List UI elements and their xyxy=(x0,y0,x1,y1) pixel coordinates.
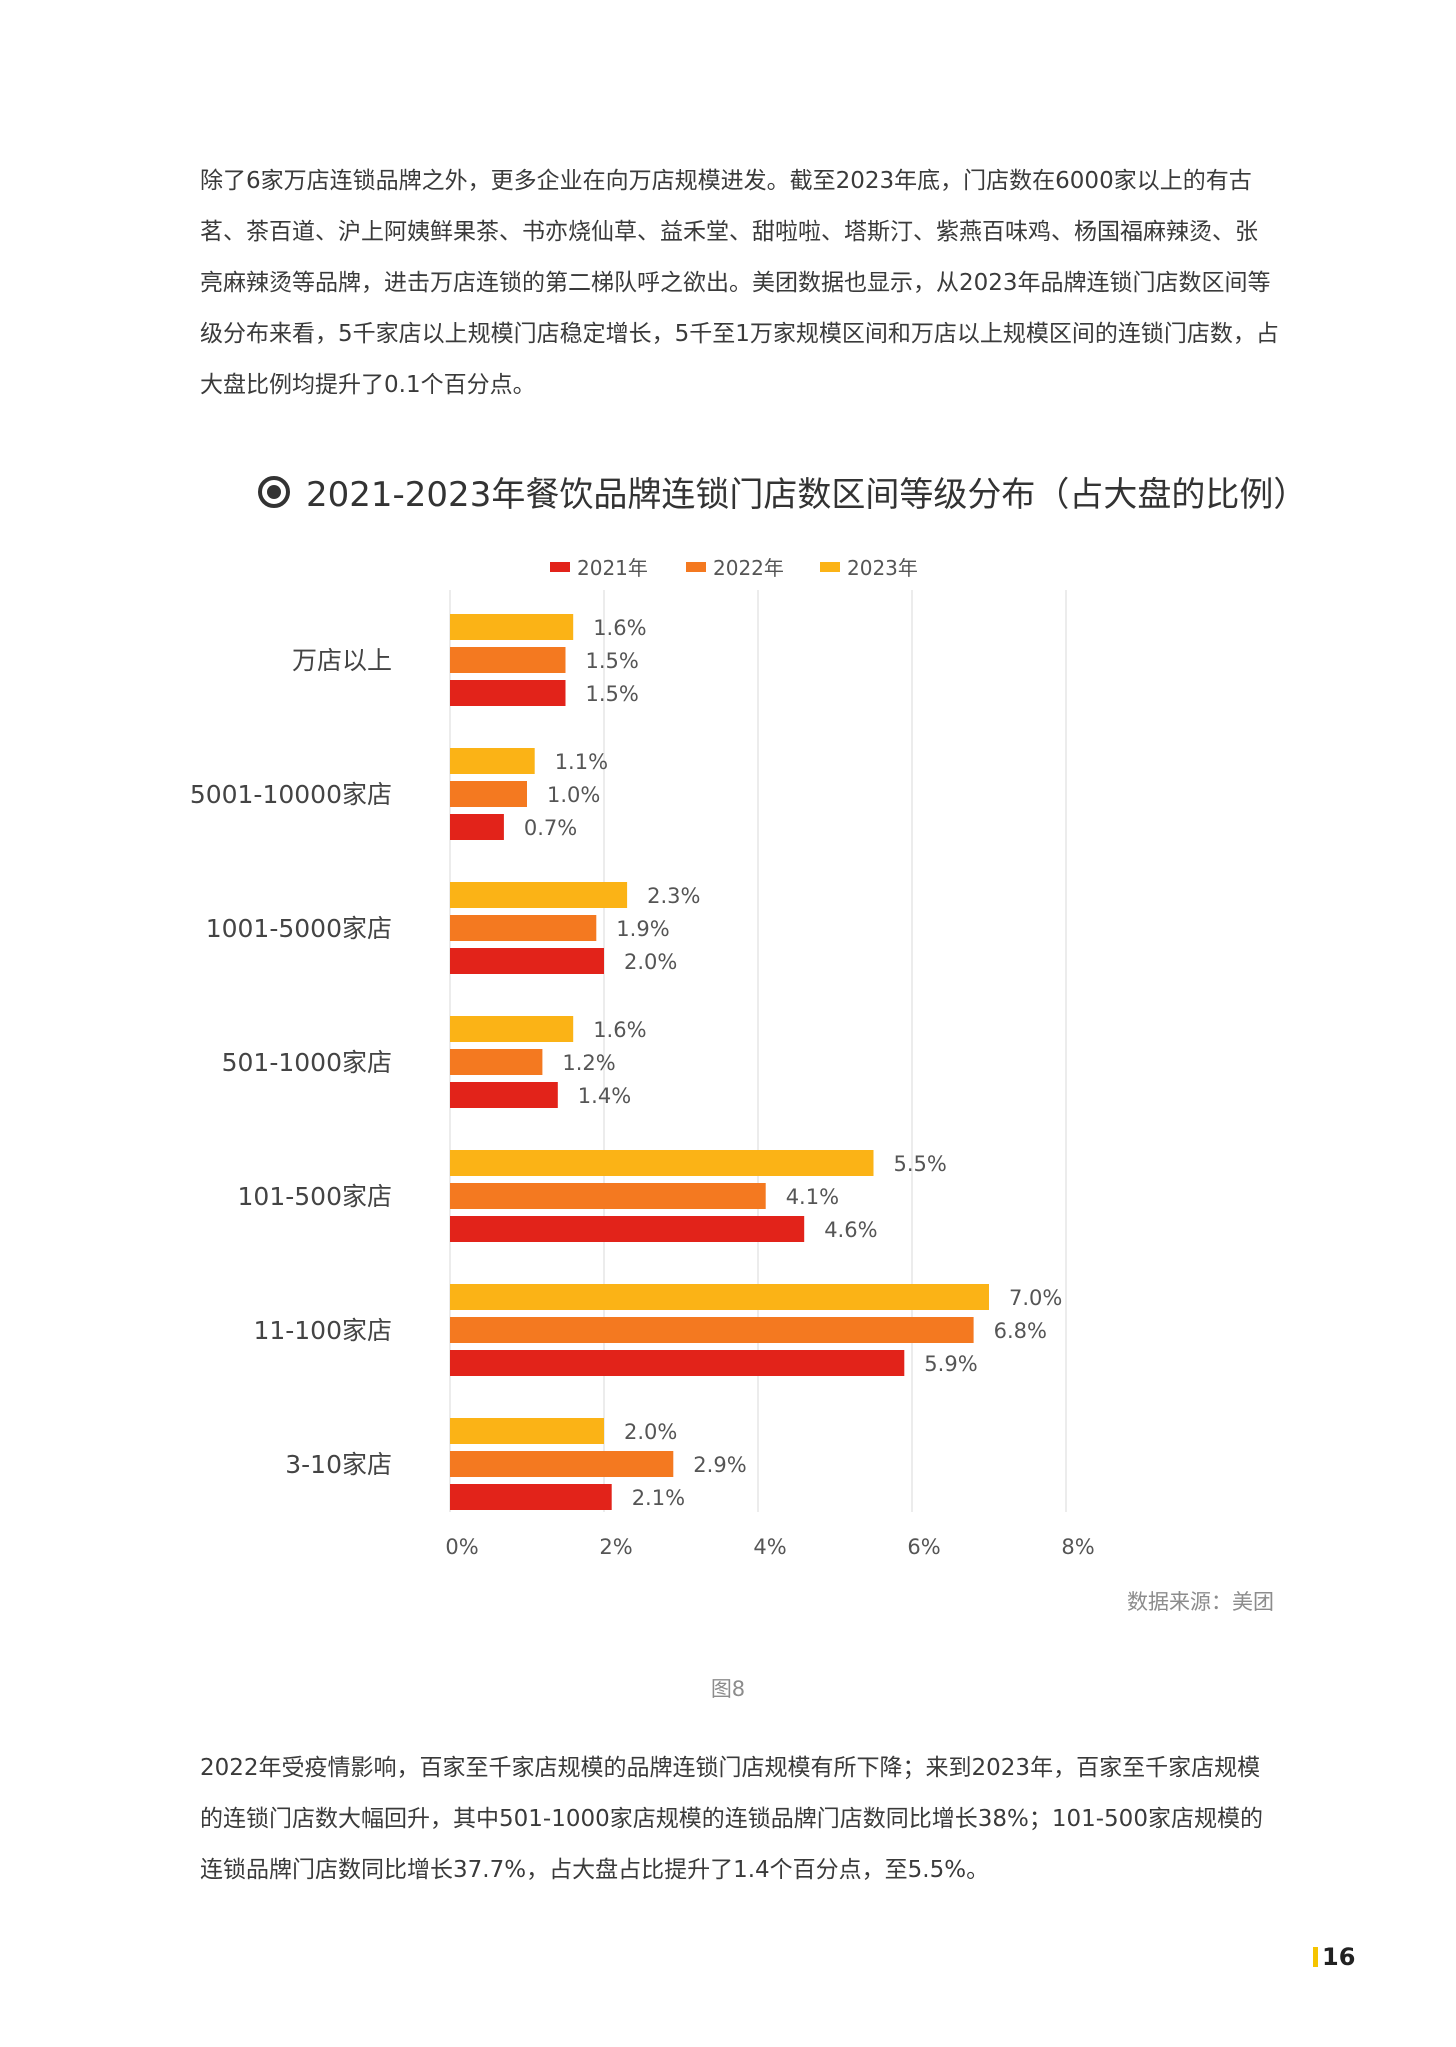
data-label: 4.6% xyxy=(824,1218,877,1242)
data-label: 2.3% xyxy=(647,884,700,908)
x-tick-label: 8% xyxy=(1061,1535,1094,1559)
page-number-text: 16 xyxy=(1322,1943,1356,1971)
bar xyxy=(450,814,504,840)
bar xyxy=(450,948,604,974)
bar xyxy=(450,1350,905,1376)
data-label: 1.9% xyxy=(616,917,669,941)
bar xyxy=(450,614,574,640)
bar xyxy=(450,680,566,706)
chart-bars: 1.6% 1.5% 1.5% 1.1% 1.0% 0.7% 2.3% 1.9% 2.0% 1.6%… xyxy=(450,614,1062,1510)
data-label: 5.9% xyxy=(924,1352,977,1376)
bar-chart: 2021年 2022年 2023年 1.6% 1.5% 1.5% 1.1% 1.0% 0.7%… xyxy=(190,556,1095,1559)
bar xyxy=(450,1484,612,1510)
chart-title: 2021-2023年餐饮品牌连锁门店数区间等级分布（占大盘的比例） xyxy=(258,467,1307,516)
data-label: 1.4% xyxy=(578,1084,631,1108)
bar xyxy=(450,1183,766,1209)
figure-caption: 图8 xyxy=(710,1677,746,1701)
bar xyxy=(450,1284,989,1310)
chart-legend: 2021年 2022年 2023年 xyxy=(550,556,918,580)
legend-swatch xyxy=(686,562,706,572)
data-label: 2.0% xyxy=(624,950,677,974)
category-label: 3-10家店 xyxy=(285,1450,392,1479)
category-label: 万店以上 xyxy=(292,646,392,675)
bar xyxy=(450,748,535,774)
page-number: 16 xyxy=(1313,1943,1355,1971)
bar xyxy=(450,1049,543,1075)
data-label: 1.1% xyxy=(555,750,608,774)
legend-label: 2021年 xyxy=(577,556,648,580)
category-label: 5001-10000家店 xyxy=(190,780,392,809)
data-label: 5.5% xyxy=(894,1152,947,1176)
bar xyxy=(450,1317,974,1343)
data-label: 2.0% xyxy=(624,1420,677,1444)
bar xyxy=(450,1451,674,1477)
data-label: 1.5% xyxy=(586,682,639,706)
category-label: 101-500家店 xyxy=(238,1182,392,1211)
x-tick-label: 2% xyxy=(599,1535,632,1559)
x-axis-tick-labels: 0% 2% 4% 6% 8% xyxy=(445,1535,1094,1559)
legend-label: 2022年 xyxy=(713,556,784,580)
outro-paragraph: 2022年受疫情影响，百家至千家店规模的品牌连锁门店规模有所下降；来到2023年… xyxy=(200,1755,1263,1883)
bar xyxy=(450,1016,574,1042)
data-label: 2.9% xyxy=(693,1453,746,1477)
bar xyxy=(450,915,597,941)
page-marker-bar xyxy=(1313,1947,1318,1967)
category-label: 501-1000家店 xyxy=(222,1048,392,1077)
target-icon xyxy=(258,475,290,508)
data-label: 7.0% xyxy=(1009,1286,1062,1310)
data-label: 1.2% xyxy=(562,1051,615,1075)
data-label: 2.1% xyxy=(632,1486,685,1510)
data-label: 0.7% xyxy=(524,816,577,840)
category-label: 1001-5000家店 xyxy=(206,914,392,943)
x-tick-label: 0% xyxy=(445,1535,478,1559)
category-labels: 万店以上 5001-10000家店 1001-5000家店 501-1000家店 101… xyxy=(190,646,392,1479)
data-label: 1.0% xyxy=(547,783,600,807)
legend-label: 2023年 xyxy=(847,556,918,580)
bar xyxy=(450,1216,805,1242)
bar xyxy=(450,882,628,908)
data-label: 1.6% xyxy=(593,616,646,640)
x-tick-label: 6% xyxy=(907,1535,940,1559)
x-tick-label: 4% xyxy=(753,1535,786,1559)
bar xyxy=(450,647,566,673)
intro-paragraph: 除了6家万店连锁品牌之外，更多企业在向万店规模进发。截至2023年底，门店数在6… xyxy=(200,168,1279,398)
bar xyxy=(450,1150,874,1176)
data-label: 1.5% xyxy=(586,649,639,673)
data-label: 4.1% xyxy=(786,1185,839,1209)
bar xyxy=(450,781,527,807)
data-label: 1.6% xyxy=(593,1018,646,1042)
bar xyxy=(450,1082,558,1108)
legend-swatch xyxy=(820,562,840,572)
bar xyxy=(450,1418,604,1444)
data-source: 数据来源：美团 xyxy=(1127,1590,1274,1614)
chart-title-text: 2021-2023年餐饮品牌连锁门店数区间等级分布（占大盘的比例） xyxy=(306,475,1308,515)
data-label: 6.8% xyxy=(994,1319,1047,1343)
legend-swatch xyxy=(550,562,570,572)
category-label: 11-100家店 xyxy=(253,1316,392,1345)
